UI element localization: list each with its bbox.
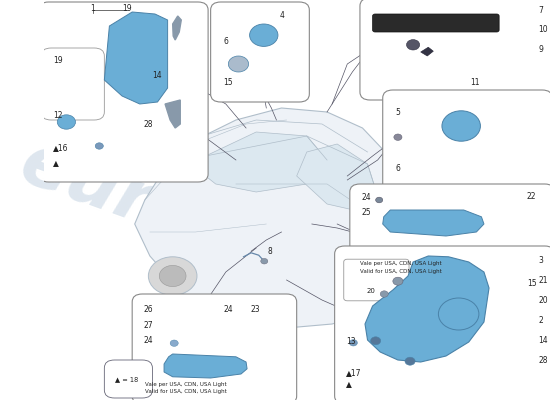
FancyBboxPatch shape	[398, 276, 550, 354]
Text: 28: 28	[538, 356, 548, 365]
Circle shape	[95, 143, 103, 149]
Text: Vale per USA, CDN, USA Light: Vale per USA, CDN, USA Light	[145, 382, 227, 387]
Polygon shape	[383, 210, 484, 236]
Text: 26: 26	[144, 306, 153, 314]
Text: 24: 24	[144, 336, 153, 345]
Circle shape	[228, 56, 249, 72]
Text: ▲: ▲	[53, 159, 59, 168]
Text: a passion for parts since 1105: a passion for parts since 1105	[175, 246, 337, 314]
Text: Vale per USA, CDN, USA Light: Vale per USA, CDN, USA Light	[360, 261, 442, 266]
FancyBboxPatch shape	[104, 360, 152, 398]
FancyBboxPatch shape	[39, 2, 208, 182]
Text: 25: 25	[361, 208, 371, 217]
FancyBboxPatch shape	[334, 246, 550, 400]
Text: 1: 1	[90, 4, 95, 13]
Circle shape	[250, 24, 278, 46]
Circle shape	[261, 258, 268, 264]
Text: Valid for USA, CDN, USA Light: Valid for USA, CDN, USA Light	[145, 389, 227, 394]
Text: euro: euro	[10, 128, 208, 256]
Circle shape	[148, 257, 197, 295]
Circle shape	[406, 40, 420, 50]
Polygon shape	[365, 256, 489, 362]
Text: 22: 22	[527, 192, 536, 201]
Text: 13: 13	[346, 337, 356, 346]
Circle shape	[380, 291, 388, 297]
Text: 6: 6	[395, 164, 400, 173]
Text: 19: 19	[122, 4, 131, 13]
Circle shape	[349, 340, 358, 346]
Circle shape	[394, 134, 402, 140]
FancyBboxPatch shape	[372, 14, 499, 32]
FancyBboxPatch shape	[344, 259, 409, 301]
Circle shape	[170, 340, 178, 346]
Text: 11: 11	[470, 78, 480, 87]
Text: 6: 6	[223, 38, 228, 46]
Polygon shape	[173, 16, 182, 40]
Circle shape	[57, 115, 75, 129]
Circle shape	[337, 296, 378, 328]
FancyBboxPatch shape	[211, 2, 309, 102]
Text: 14: 14	[152, 71, 162, 80]
FancyBboxPatch shape	[360, 0, 550, 100]
Text: 28: 28	[144, 120, 153, 129]
Text: 7: 7	[538, 6, 543, 15]
Polygon shape	[195, 132, 327, 192]
Text: 27: 27	[144, 322, 153, 330]
Polygon shape	[296, 144, 378, 212]
FancyBboxPatch shape	[41, 48, 104, 120]
Text: ▲ = 18: ▲ = 18	[116, 376, 139, 382]
Circle shape	[405, 357, 415, 365]
Text: 23: 23	[250, 306, 260, 314]
Text: ▲17: ▲17	[346, 368, 362, 377]
Text: 2: 2	[538, 316, 543, 325]
Polygon shape	[135, 108, 413, 328]
Text: ▲: ▲	[346, 380, 352, 389]
Text: 24: 24	[224, 306, 233, 314]
Text: 19: 19	[53, 56, 62, 65]
Text: Valid for USA, CDN, USA Light: Valid for USA, CDN, USA Light	[360, 269, 442, 274]
Text: ▲16: ▲16	[53, 144, 68, 152]
Circle shape	[442, 111, 480, 141]
Text: 15: 15	[527, 279, 537, 288]
Circle shape	[371, 337, 381, 345]
Text: 20: 20	[366, 288, 375, 294]
Polygon shape	[421, 47, 433, 56]
Text: 9: 9	[538, 46, 543, 54]
Text: 14: 14	[538, 336, 548, 345]
Circle shape	[346, 303, 368, 321]
Text: 3: 3	[538, 256, 543, 265]
Circle shape	[393, 277, 403, 285]
Polygon shape	[165, 100, 180, 128]
Text: 21: 21	[538, 276, 548, 285]
Text: 20: 20	[538, 296, 548, 305]
Text: 15: 15	[223, 78, 233, 87]
Circle shape	[160, 266, 186, 286]
Polygon shape	[164, 354, 247, 378]
Text: 5: 5	[395, 108, 400, 117]
FancyBboxPatch shape	[132, 294, 296, 400]
Polygon shape	[104, 12, 168, 104]
FancyBboxPatch shape	[350, 184, 550, 286]
Text: 24: 24	[361, 193, 371, 202]
FancyBboxPatch shape	[383, 90, 550, 192]
Circle shape	[438, 298, 479, 330]
Text: 10: 10	[538, 26, 548, 34]
Text: 12: 12	[53, 111, 62, 120]
Circle shape	[376, 197, 383, 203]
Text: 8: 8	[268, 248, 273, 256]
Text: 4: 4	[280, 12, 285, 20]
